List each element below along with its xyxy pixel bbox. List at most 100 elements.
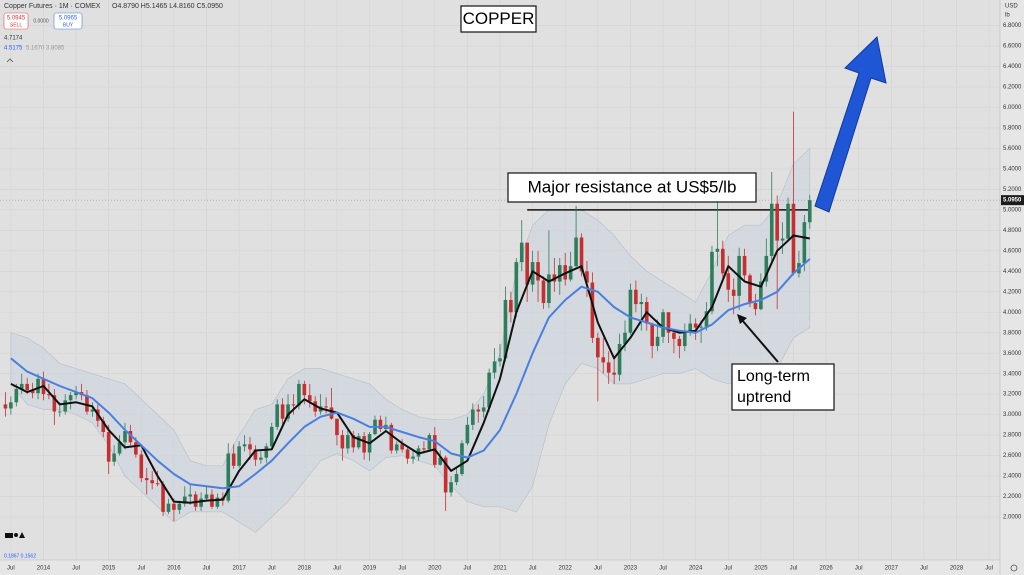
- candle-body: [275, 404, 279, 427]
- candle-body: [574, 237, 578, 267]
- x-tick-label: Jul: [985, 566, 993, 572]
- buy-price: 5.0965: [59, 16, 78, 22]
- candle-body: [547, 274, 551, 304]
- collapse-icon[interactable]: [6, 58, 14, 63]
- moving-average: [10, 258, 811, 490]
- candle-body: [807, 200, 812, 223]
- candle-body: [139, 454, 144, 479]
- candle-body: [57, 411, 62, 413]
- candle-body: [623, 332, 627, 344]
- sell-price: 5.0945: [7, 16, 26, 22]
- candle-body: [106, 432, 111, 462]
- candle-body: [639, 302, 644, 305]
- y-tick-label: 3.4000: [1003, 371, 1022, 377]
- x-tick-label: Jul: [920, 566, 928, 572]
- y-tick-label: 6.8000: [1003, 23, 1022, 29]
- x-tick-label: 2023: [624, 566, 638, 572]
- candle-body: [340, 435, 345, 449]
- x-tick-label: 2017: [232, 566, 246, 572]
- candle-body: [389, 424, 394, 451]
- y-tick-label: 5.2000: [1003, 187, 1022, 193]
- x-tick-label: 2021: [493, 566, 507, 572]
- candle-body: [144, 478, 149, 481]
- candle-body: [259, 457, 263, 460]
- candle-body: [579, 237, 584, 272]
- candle-body: [471, 409, 475, 425]
- time-axis: [0, 560, 1000, 575]
- x-tick-label: 2026: [819, 566, 833, 572]
- candle-body: [264, 446, 269, 458]
- last-price-label: 5.0950: [1003, 198, 1022, 204]
- candle-body: [503, 299, 508, 359]
- candle-body: [85, 395, 89, 412]
- buy-label: BUY: [63, 22, 74, 28]
- y-tick-label: 4.4000: [1003, 269, 1022, 275]
- candle-body: [286, 404, 290, 419]
- candle-body: [166, 503, 171, 512]
- candle-body: [617, 343, 622, 375]
- candle-body: [764, 255, 769, 282]
- candle-body: [492, 361, 497, 373]
- candle-body: [509, 299, 513, 313]
- candle-body: [666, 312, 671, 333]
- candle-body: [465, 424, 470, 444]
- candle-body: [699, 326, 703, 328]
- candle-body: [438, 457, 443, 465]
- candle-body: [536, 262, 540, 281]
- candle-body: [585, 271, 589, 283]
- x-tick-label: Jul: [724, 566, 732, 572]
- candle-body: [117, 442, 122, 454]
- x-tick-label: Jul: [398, 566, 406, 572]
- candle-body: [596, 337, 600, 358]
- y-tick-label: 6.6000: [1003, 44, 1022, 50]
- candle-body: [628, 289, 633, 333]
- y-tick-label: 4.0000: [1003, 310, 1022, 316]
- x-tick-label: 2018: [298, 566, 312, 572]
- candle-body: [476, 409, 481, 412]
- candle-body: [655, 336, 660, 347]
- candle-body: [188, 494, 193, 497]
- candle-body: [112, 453, 116, 462]
- pointer-arrow: [741, 319, 779, 363]
- annotation-box: [507, 172, 757, 203]
- candle-body: [128, 431, 133, 443]
- bollinger-band: [10, 147, 811, 533]
- candle-body: [541, 280, 546, 304]
- candle-body: [677, 338, 682, 347]
- buy-button[interactable]: [53, 12, 83, 30]
- ohlc: O4.8790 H5.1465 L4.8160 C5.0950: [112, 3, 223, 10]
- y-tick-label: 2.0000: [1003, 515, 1022, 521]
- candle-body: [335, 418, 339, 436]
- candle-body: [346, 435, 350, 449]
- annotation: Long-term uptrend: [737, 368, 810, 406]
- candle-body: [302, 383, 307, 396]
- candle-body: [514, 262, 519, 313]
- x-tick-label: 2020: [428, 566, 442, 572]
- candle-body: [802, 222, 807, 264]
- candle-body: [19, 383, 24, 390]
- candle-body: [90, 409, 95, 412]
- candle-body: [454, 474, 459, 483]
- y-tick-label: 4.6000: [1003, 248, 1022, 254]
- x-tick-label: Jul: [594, 566, 602, 572]
- x-tick-label: Jul: [268, 566, 276, 572]
- y-tick-label: 3.6000: [1003, 351, 1022, 357]
- sell-button[interactable]: [3, 12, 29, 30]
- candle-body: [786, 203, 790, 239]
- sell-label: SELL: [10, 22, 22, 28]
- candle-body: [155, 483, 160, 485]
- candle-body: [742, 255, 747, 276]
- candle-body: [356, 436, 361, 448]
- candle-body: [721, 248, 725, 274]
- logo: [5, 532, 25, 538]
- x-tick-label: Jul: [72, 566, 80, 572]
- x-tick-label: Jul: [464, 566, 472, 572]
- candle-body: [9, 402, 13, 409]
- settings-icon[interactable]: [1010, 564, 1018, 572]
- candle-body: [394, 444, 399, 451]
- candle-body: [237, 446, 241, 466]
- candle-body: [775, 203, 779, 241]
- symbol: Copper Futures · 1M · COMEX: [4, 3, 101, 10]
- candle-body: [215, 497, 220, 507]
- candle-body: [753, 303, 758, 310]
